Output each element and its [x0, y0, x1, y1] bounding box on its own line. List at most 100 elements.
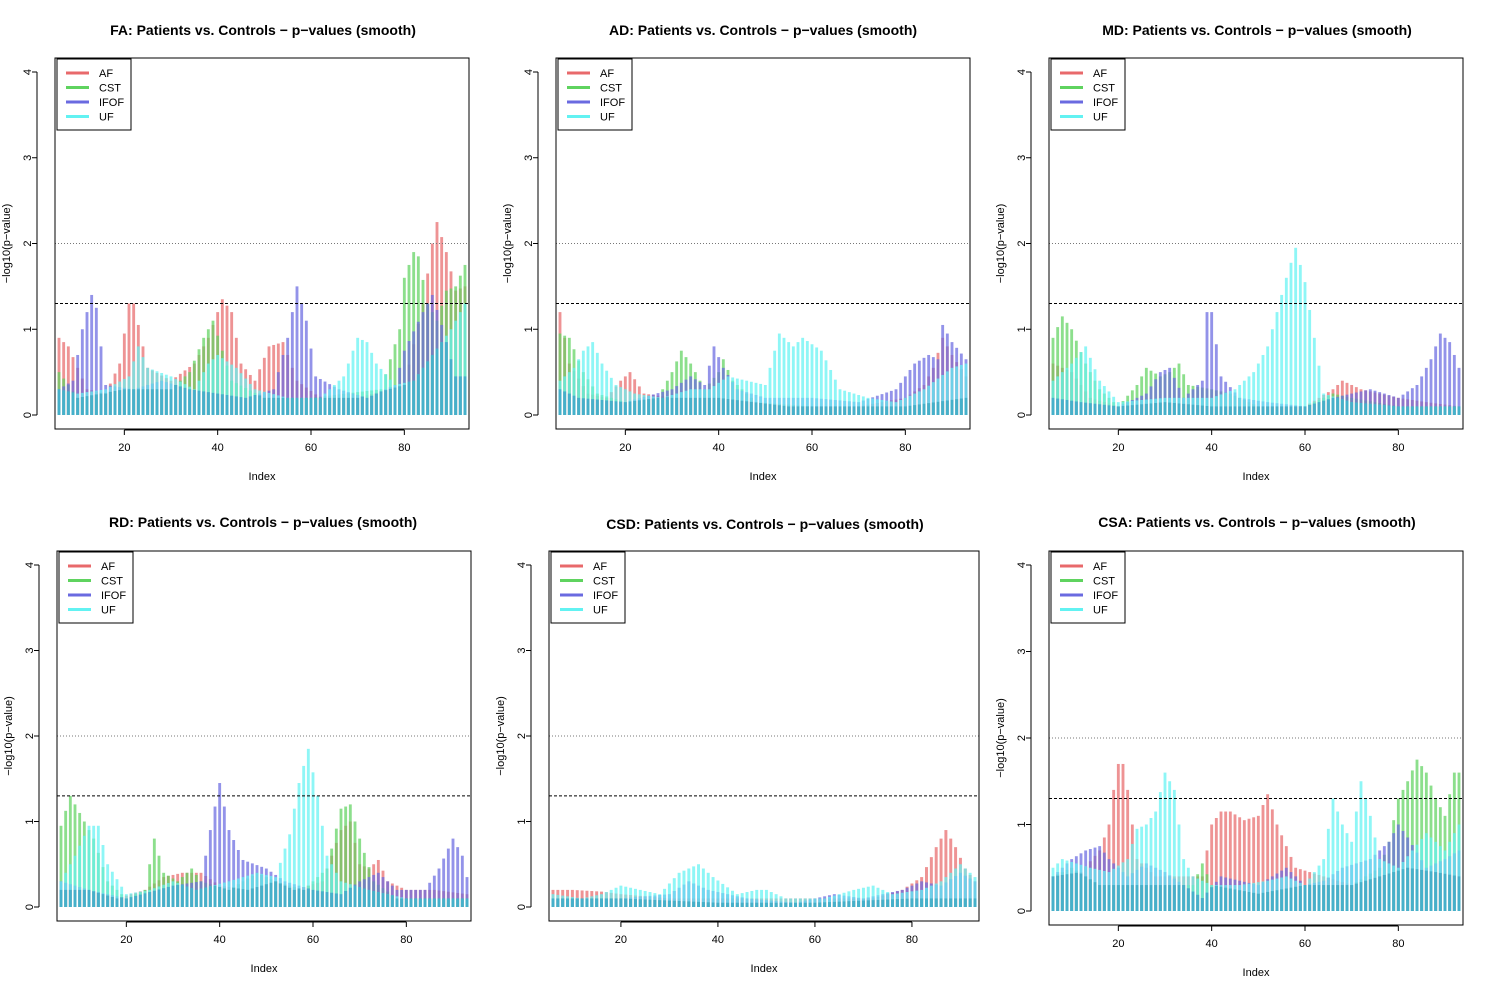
bar-overlap-27: [1149, 885, 1153, 911]
bar-overlap-23: [1130, 885, 1134, 911]
bar-uf-63: [828, 897, 831, 907]
bar-overlap-57: [796, 406, 800, 415]
bar-overlap-54: [784, 902, 788, 907]
bar-overlap-27: [653, 899, 657, 907]
bar-overlap-91: [1448, 406, 1452, 415]
bar-af-50: [262, 357, 266, 415]
bar-overlap-49: [258, 395, 262, 415]
bar-overlap-87: [936, 401, 940, 415]
y-tick-label: 3: [24, 647, 36, 653]
bar-overlap-74: [374, 393, 378, 415]
legend: AF CST IFOF UF: [550, 551, 626, 624]
bar-overlap-56: [794, 902, 798, 907]
bar-overlap-6: [59, 889, 63, 907]
bar-uf-20: [619, 885, 623, 908]
bar-cst-7: [563, 335, 567, 415]
bar-overlap-14: [96, 892, 100, 907]
bar-overlap-48: [1247, 891, 1251, 911]
bar-cst-7: [1056, 327, 1060, 415]
bar-overlap-17: [108, 391, 112, 415]
bar-uf-82: [913, 393, 917, 415]
bar-uf-92: [959, 364, 963, 415]
bar-uf-83: [925, 887, 928, 907]
y-tick-label: 2: [1016, 735, 1028, 741]
bar-overlap-31: [675, 397, 679, 415]
y-tick-label: 2: [1016, 240, 1028, 246]
bar-ifof-74: [1368, 389, 1372, 415]
bar-uf-62: [320, 825, 324, 907]
bar-overlap-76: [1378, 404, 1382, 415]
y-tick-label: 3: [523, 155, 535, 161]
bar-overlap-88: [440, 342, 444, 415]
bar-cst-83: [1410, 770, 1414, 911]
bar-overlap-33: [183, 387, 187, 415]
x-tick-label: 20: [1112, 442, 1124, 454]
legend-label-uf: UF: [1093, 605, 1108, 617]
bar-overlap-55: [787, 406, 791, 415]
bar-overlap-31: [672, 900, 676, 907]
bar-uf-68: [346, 363, 350, 415]
bar-uf-61: [316, 795, 320, 907]
bar-overlap-21: [1121, 885, 1125, 911]
bar-overlap-58: [801, 406, 805, 415]
bar-uf-60: [810, 344, 814, 415]
bar-overlap-72: [866, 406, 870, 415]
legend-label-uf: UF: [101, 605, 116, 617]
bar-ifof-93: [465, 877, 469, 907]
bar-uf-58: [1294, 247, 1298, 415]
bar-overlap-72: [1359, 403, 1363, 415]
bar-overlap-12: [87, 889, 91, 907]
bar-uf-9: [1065, 367, 1069, 415]
bar-uf-14: [96, 825, 100, 907]
bar-af-42: [225, 305, 229, 415]
legend-label-af: AF: [99, 68, 113, 80]
bar-uf-65: [334, 872, 338, 907]
bar-cst-69: [353, 821, 357, 907]
bar-overlap-91: [454, 376, 458, 415]
bar-overlap-21: [127, 389, 131, 415]
bar-overlap-90: [950, 399, 954, 415]
bar-overlap-73: [372, 890, 376, 907]
bar-overlap-79: [905, 898, 909, 907]
bar-overlap-43: [1224, 406, 1228, 415]
bar-overlap-8: [68, 889, 72, 907]
legend-label-ifof: IFOF: [600, 97, 625, 109]
bar-overlap-26: [152, 890, 156, 907]
y-tick-label: 2: [523, 240, 535, 246]
bar-overlap-22: [1126, 405, 1130, 415]
x-tick-label: 60: [307, 934, 319, 946]
bar-overlap-24: [143, 893, 147, 907]
bar-overlap-82: [913, 405, 917, 415]
bar-uf-51: [769, 892, 773, 907]
bar-overlap-34: [1182, 885, 1186, 911]
bar-uf-55: [288, 834, 292, 907]
bar-overlap-32: [1172, 885, 1176, 911]
bar-af-44: [1228, 811, 1232, 911]
bar-overlap-41: [1214, 406, 1218, 415]
bar-overlap-20: [1116, 406, 1120, 415]
bar-overlap-72: [871, 900, 875, 907]
bar-overlap-58: [1294, 886, 1298, 911]
bar-af-51: [267, 346, 271, 415]
x-tick-label: 20: [120, 934, 132, 946]
bar-overlap-55: [1280, 406, 1284, 415]
x-tick-label: 20: [1112, 938, 1124, 950]
bar-uf-67: [847, 891, 851, 907]
bar-uf-91: [963, 868, 967, 907]
bar-overlap-92: [1452, 406, 1456, 415]
bar-overlap-47: [248, 396, 252, 415]
bar-overlap-44: [1228, 406, 1232, 415]
bar-overlap-50: [1256, 893, 1260, 911]
bar-overlap-59: [805, 406, 809, 415]
x-tick-label: 20: [619, 442, 631, 454]
bar-af-52: [1266, 794, 1270, 911]
bar-overlap-23: [633, 899, 637, 907]
bar-overlap-75: [886, 899, 890, 907]
bar-overlap-64: [328, 397, 332, 415]
bar-overlap-29: [166, 886, 170, 907]
bar-uf-32: [1172, 789, 1176, 911]
bar-overlap-53: [1270, 891, 1274, 911]
bar-af-54: [1275, 824, 1279, 911]
bar-overlap-77: [390, 895, 394, 907]
